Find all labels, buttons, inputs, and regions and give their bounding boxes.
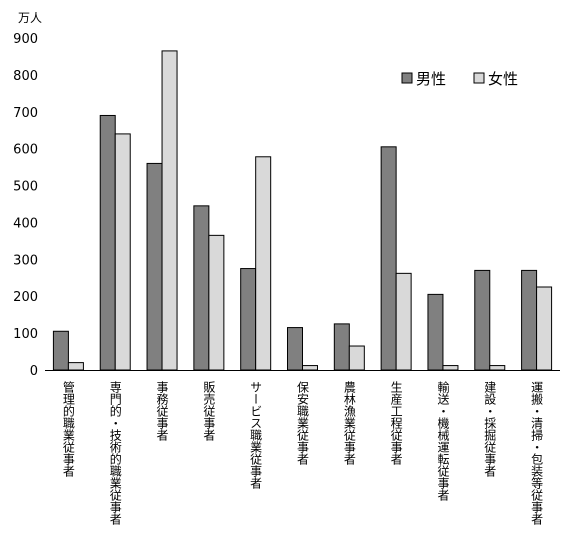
legend-label: 男性 bbox=[416, 70, 446, 88]
bar-female bbox=[161, 50, 178, 371]
y-tick-label: 700 bbox=[13, 106, 38, 121]
bar-female bbox=[489, 365, 506, 371]
bar-male bbox=[193, 205, 210, 371]
bar-male bbox=[521, 269, 538, 371]
y-tick-label: 400 bbox=[13, 216, 38, 231]
y-axis-ticks: 0 100 200 300 400 500 600 700 800 900 bbox=[13, 32, 38, 379]
bar-female bbox=[114, 133, 131, 371]
category-label: 事務従事者 bbox=[155, 381, 169, 442]
bar-male bbox=[146, 162, 163, 371]
category-label: 輸送・機械運転従事者 bbox=[436, 380, 450, 502]
y-axis-unit-label: 万人 bbox=[18, 11, 42, 25]
bar-female bbox=[348, 345, 365, 371]
category-label: 建設・採掘従事者 bbox=[483, 381, 497, 478]
y-tick-label: 500 bbox=[13, 180, 38, 195]
bar-female bbox=[302, 365, 318, 371]
legend-swatch bbox=[401, 72, 413, 84]
category-label: 運搬・清掃・包装等従事者 bbox=[530, 381, 544, 526]
y-tick-label: 200 bbox=[13, 290, 38, 305]
bar-male bbox=[427, 293, 444, 371]
bar-female bbox=[67, 362, 84, 371]
category-label: 生産工程従事者 bbox=[389, 381, 403, 466]
legend-label: 女性 bbox=[488, 70, 518, 88]
y-tick-label: 300 bbox=[13, 253, 38, 268]
bar-female bbox=[255, 156, 272, 371]
category-label: 農林漁業従事者 bbox=[342, 381, 356, 466]
category-label: 保安職業従事者 bbox=[296, 381, 310, 466]
legend: 男性 女性 bbox=[401, 70, 518, 88]
legend-swatch bbox=[473, 72, 485, 84]
bar-female bbox=[208, 234, 225, 371]
bar-male bbox=[474, 269, 491, 371]
category-label: 販売従事者 bbox=[202, 381, 216, 442]
category-label: サービス職業従事者 bbox=[249, 381, 263, 490]
category-label: 管理的職業従事者 bbox=[61, 380, 75, 478]
y-tick-label: 800 bbox=[13, 69, 38, 84]
bar-female bbox=[536, 286, 553, 371]
y-tick-label: 100 bbox=[13, 327, 38, 342]
bar-male bbox=[99, 114, 116, 371]
bar-male bbox=[380, 146, 397, 371]
bar-male bbox=[52, 330, 69, 371]
bar-male bbox=[240, 268, 257, 371]
bar-male bbox=[333, 323, 350, 371]
category-label: 専門的・技術的職業従事者 bbox=[108, 381, 122, 526]
y-tick-label: 900 bbox=[13, 32, 38, 47]
y-tick-label: 600 bbox=[13, 143, 38, 158]
category-labels: 管理的職業従事者 専門的・技術的職業従事者 事務従事者 販売従事者 サービス職業従事者 保… bbox=[61, 380, 543, 526]
bars bbox=[52, 50, 553, 371]
bar-female bbox=[442, 365, 459, 371]
bar-female bbox=[395, 272, 412, 371]
bar-male bbox=[287, 327, 303, 371]
y-tick-label: 0 bbox=[30, 364, 38, 379]
